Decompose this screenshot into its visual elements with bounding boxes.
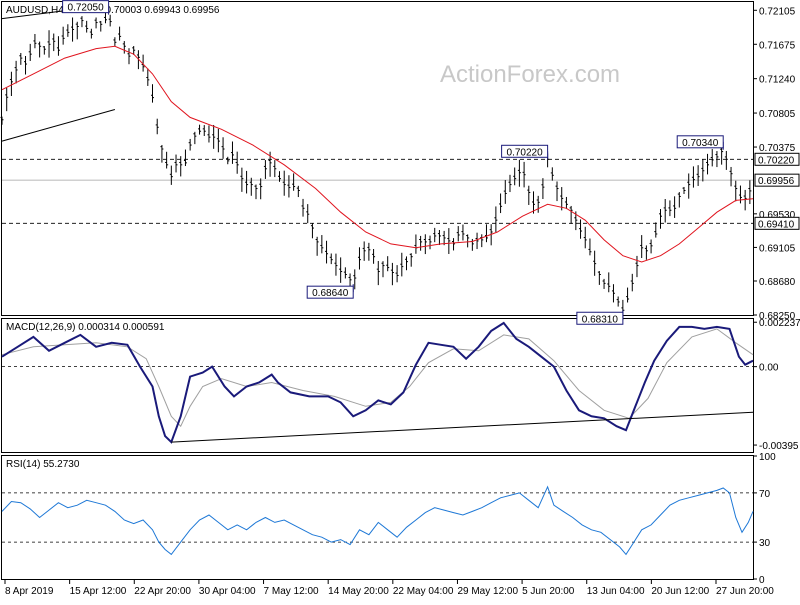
annotation-label-2: 0.70220	[507, 147, 544, 158]
price-y-tick-label: 0.70375	[759, 143, 796, 154]
x-tick-label: 14 May 20:00	[328, 586, 389, 597]
macd-y-tick-label: -0.00395	[759, 441, 799, 452]
x-tick-label: 29 May 12:00	[457, 586, 518, 597]
annotation-box-4	[676, 135, 724, 149]
price-trendline-1	[1, 109, 116, 142]
x-tick-label: 20 Jun 12:00	[651, 586, 709, 597]
x-tick-label: 22 Apr 20:00	[134, 586, 191, 597]
level-tag-label-1: 0.69410	[758, 219, 795, 230]
price-panel-frame	[1, 1, 754, 316]
annotation-box-2	[501, 144, 549, 158]
axes: 0.72105 0.71675 0.71240 0.70805 0.70375 0.695…	[4, 6, 800, 597]
price-y-tick-label: 0.68250	[759, 311, 796, 322]
annotation-box-3	[576, 311, 624, 325]
price-y-tick-label: 0.71675	[759, 40, 796, 51]
macd-panel-title: MACD(12,26,9) 0.000314 0.000591	[6, 322, 165, 333]
current-price-tag-box	[754, 173, 800, 187]
x-tick-label: 7 May 12:00	[264, 586, 319, 597]
price-panel-title: AUDUSD,H4 0.69973 0.70003 0.69943 0.6995…	[6, 5, 220, 16]
price-y-tick-label: 0.70805	[759, 109, 796, 120]
x-tick-label: 13 Jun 04:00	[587, 586, 645, 597]
current-price-tag-label: 0.69956	[758, 176, 795, 187]
macd-panel-frame	[1, 318, 754, 453]
level-tag-box-0	[754, 152, 800, 166]
macd-line	[1, 321, 754, 444]
price-y-tick-label: 0.72105	[759, 6, 796, 17]
annotation-label-0: 0.72050	[68, 3, 105, 14]
watermark: ActionForex.com	[440, 61, 620, 88]
rsi-y-tick-label: 30	[759, 538, 771, 549]
macd-y-tick-label: 0.00	[759, 363, 779, 374]
x-tick-label: 5 Jun 20:00	[522, 586, 575, 597]
level-tag-label-0: 0.70220	[758, 155, 795, 166]
rsi-panel-frame	[1, 455, 754, 580]
rsi-y-tick-label: 100	[759, 452, 776, 463]
level-tag-box-1	[754, 216, 800, 230]
x-tick-label: 15 Apr 12:00	[70, 586, 127, 597]
annotation-label-4: 0.70340	[682, 138, 719, 149]
annotation-label-1: 0.68640	[312, 288, 349, 299]
rsi-panel-title: RSI(14) 55.2730	[6, 459, 80, 470]
rsi-y-tick-label: 0	[759, 575, 765, 586]
price-y-tick-label: 0.68680	[759, 277, 796, 288]
macd-y-tick-label: 0.002237	[759, 318, 800, 329]
rsi-y-tick-label: 70	[759, 489, 771, 500]
x-tick-label: 22 May 04:00	[393, 586, 454, 597]
price-y-tick-label: 0.71240	[759, 75, 796, 86]
x-tick-label: 8 Apr 2019	[5, 586, 54, 597]
annotation-box-1	[306, 285, 354, 299]
annotation-box-0	[62, 0, 110, 14]
x-tick-label: 30 Apr 04:00	[199, 586, 256, 597]
rsi-line	[1, 485, 754, 556]
moving-average-line	[1, 45, 754, 263]
x-tick-label: 27 Jun 20:00	[716, 586, 774, 597]
macd-signal-line	[1, 328, 754, 428]
macd-plot	[1, 321, 754, 444]
rsi-plot	[1, 485, 754, 556]
annotation-label-3: 0.68310	[582, 314, 619, 325]
macd-trendline	[171, 411, 754, 443]
price-plot: 0.72050 0.68640 0.70220 0.68310 0.70340	[0, 0, 754, 325]
price-y-tick-label: 0.69105	[759, 243, 796, 254]
price-y-tick-label: 0.69530	[759, 210, 796, 221]
